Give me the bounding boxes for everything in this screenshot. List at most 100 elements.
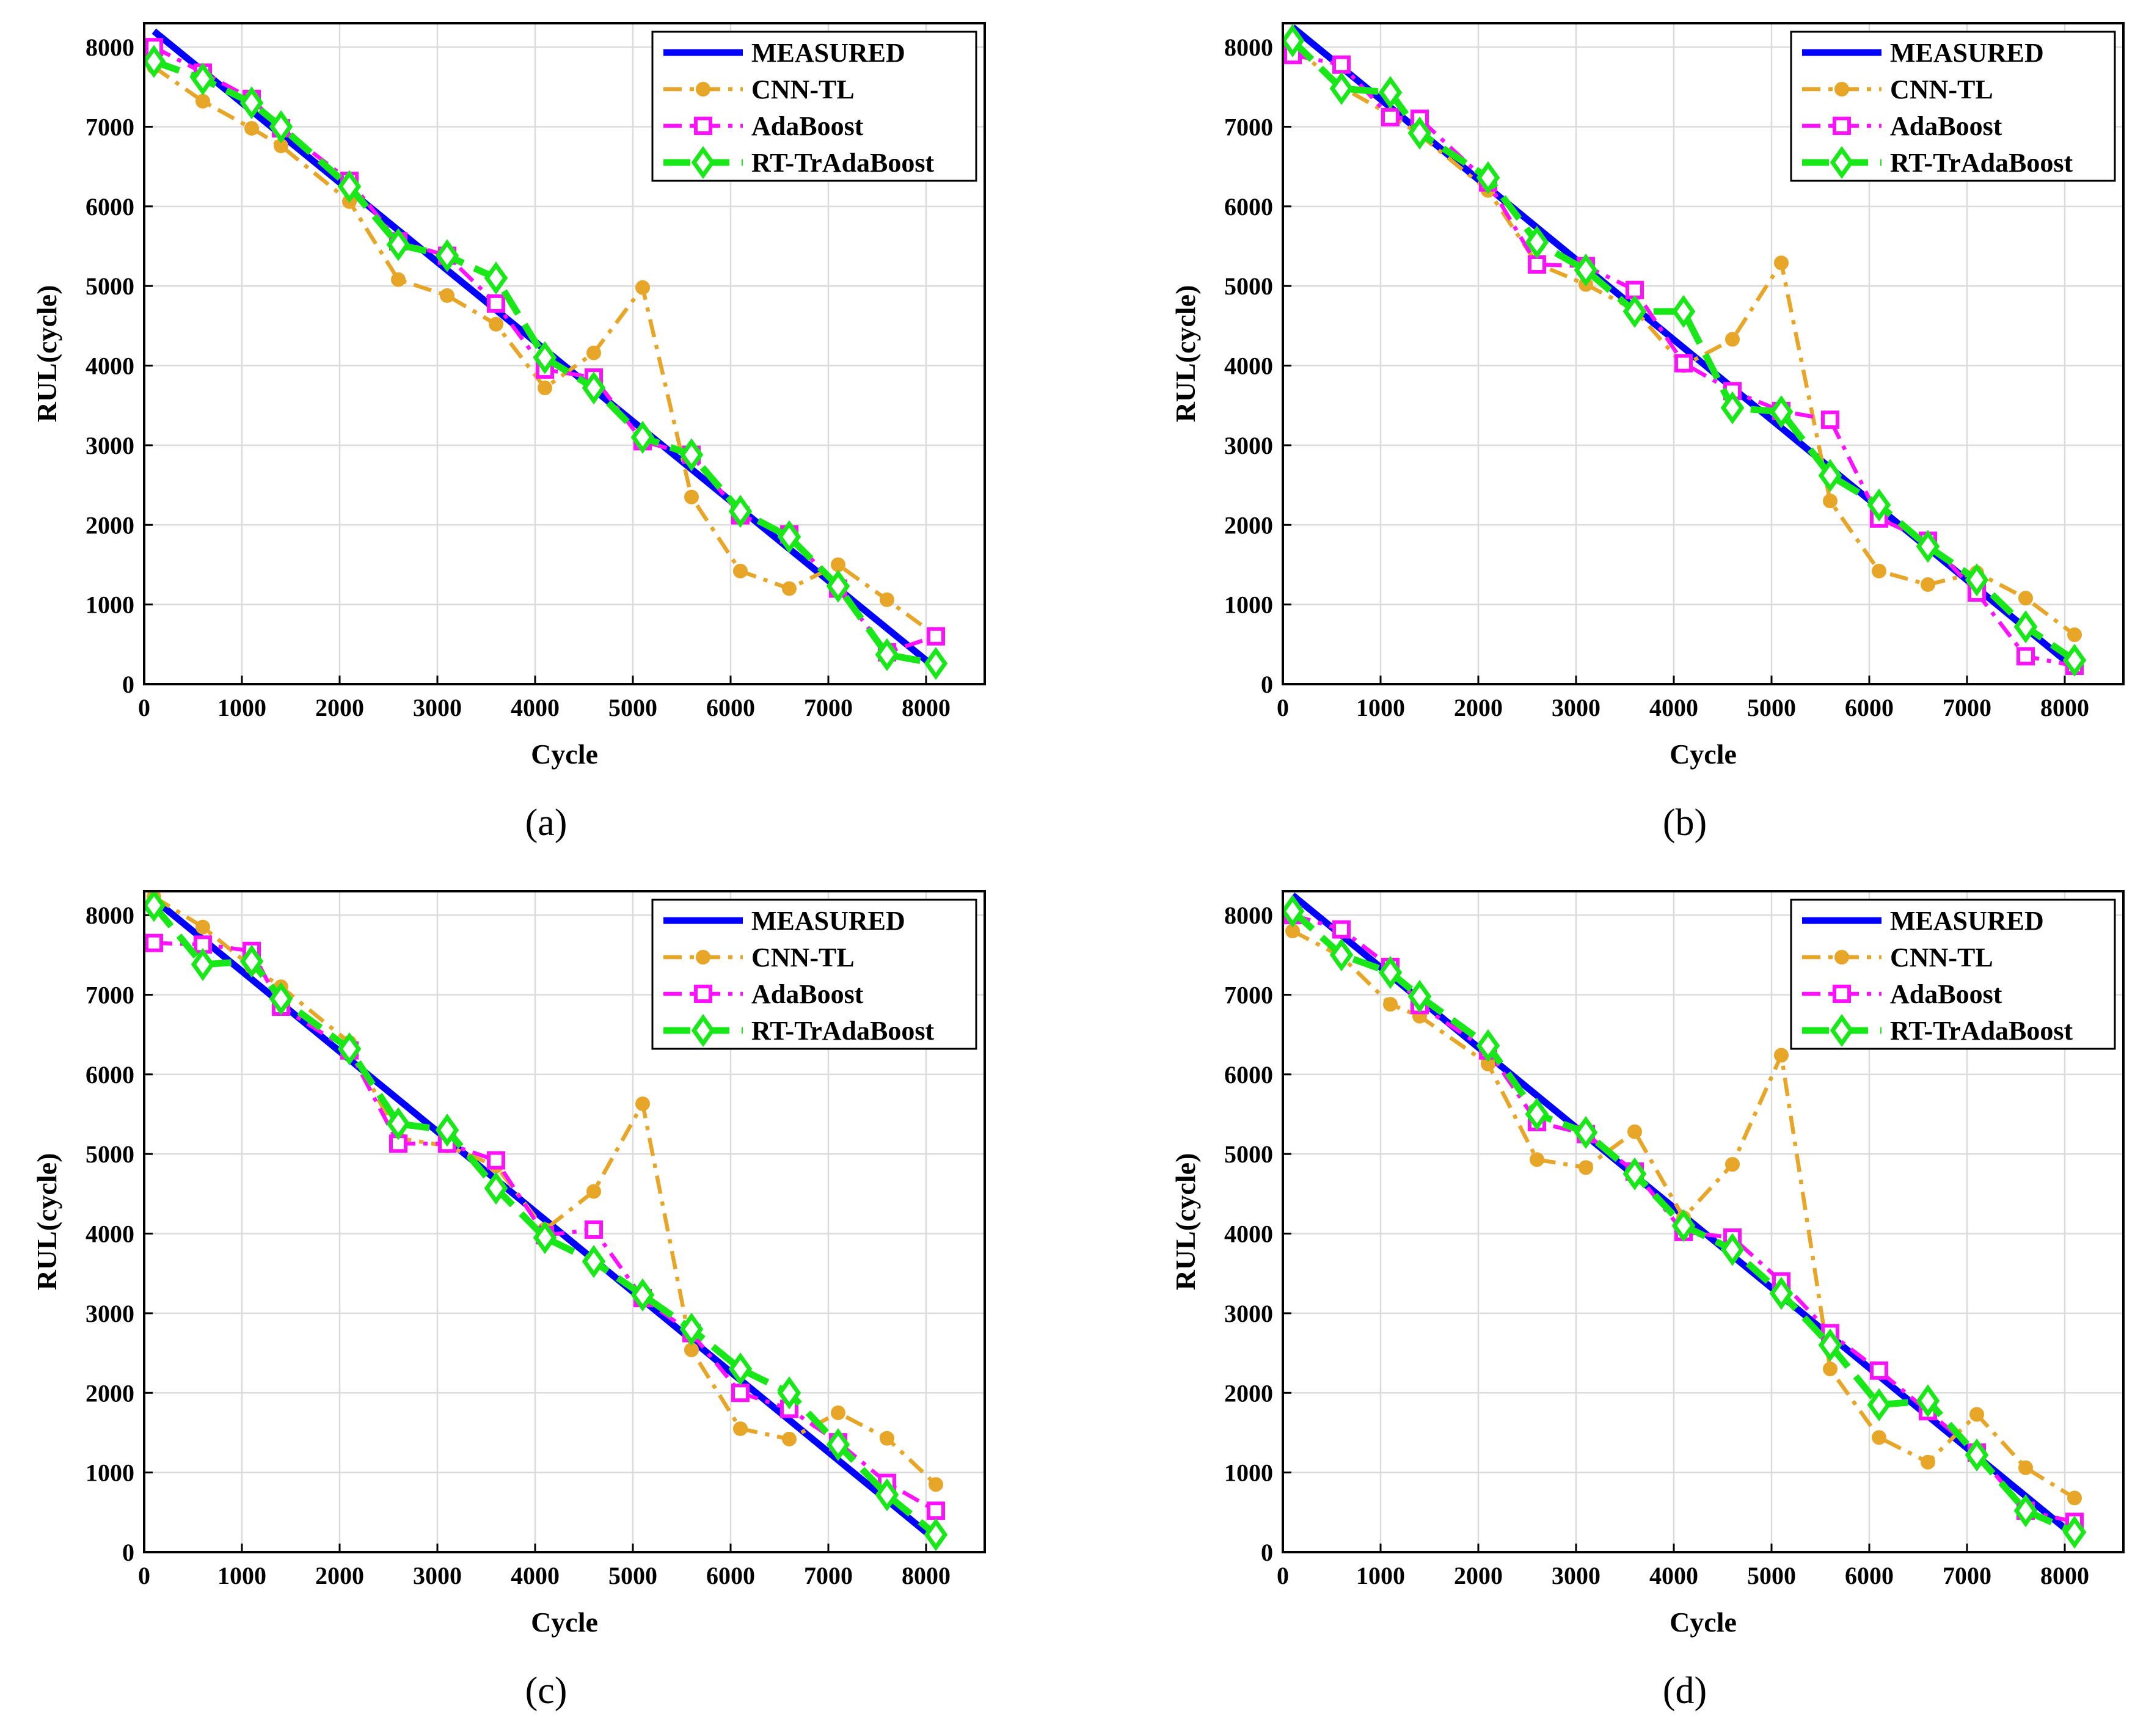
- caption-a: (a): [525, 802, 568, 844]
- data-point-cnn-tl: [1872, 563, 1886, 578]
- data-point-rt-tradaboost: [875, 1478, 899, 1512]
- y-tick-label: 5000: [86, 1140, 134, 1168]
- legend-marker-rt-tradaboost: [691, 1013, 715, 1048]
- data-point-cnn-tl: [880, 1431, 894, 1446]
- x-tick-label: 0: [1277, 694, 1289, 721]
- data-point-rt-tradaboost: [1720, 1233, 1745, 1266]
- data-point-rt-tradaboost: [1378, 76, 1403, 109]
- x-tick-label: 0: [138, 694, 150, 721]
- series-rt-tradaboost: [144, 45, 948, 680]
- legend-label-rt-tradaboost: RT-TrAdaBoost: [751, 148, 935, 178]
- chart-panel-a: 0 1000 2000 3000 4000 5000 6000 7000 8000 0 1000 20…: [31, 22, 986, 770]
- y-axis-label: RUL(cycle): [31, 1153, 62, 1291]
- data-point-cnn-tl: [2067, 1490, 2082, 1506]
- data-point-rt-tradaboost: [2062, 1515, 2087, 1549]
- data-point-cnn-tl: [733, 563, 748, 578]
- series-line-rt-tradaboost: [151, 903, 938, 1537]
- legend-box: [651, 899, 977, 1050]
- data-point-adaboost: [1821, 410, 1839, 429]
- x-tick-label: 5000: [608, 1562, 657, 1589]
- data-point-cnn-tl: [831, 1405, 845, 1420]
- data-point-adaboost: [1381, 108, 1400, 126]
- data-point-cnn-tl: [1872, 1430, 1886, 1445]
- x-axis-label: Cycle: [1670, 1607, 1737, 1638]
- legend-label-cnn-tl: CNN-TL: [1890, 943, 1993, 972]
- series-line-rt-tradaboost: [153, 58, 936, 667]
- series-rt-tradaboost: [1283, 24, 2087, 677]
- legend: MEASURED CNN-TL AdaBoost RT-TrAdaBoost: [1790, 899, 2116, 1050]
- y-tick-label: 1000: [86, 591, 134, 619]
- data-point-cnn-tl: [782, 581, 797, 596]
- data-point-rt-tradaboost: [533, 341, 557, 374]
- caption-d: (d): [1662, 1670, 1707, 1712]
- data-point-rt-tradaboost: [826, 1428, 850, 1462]
- data-point-cnn-tl: [586, 1184, 601, 1199]
- legend-marker-cnn-tl: [696, 82, 710, 97]
- x-tick-label: 7000: [804, 694, 853, 721]
- legend-marker-cnn-tl: [696, 950, 710, 965]
- data-point-rt-tradaboost: [679, 438, 704, 472]
- axes-box: [1282, 22, 2125, 685]
- x-tick-label: 8000: [902, 1562, 951, 1589]
- data-point-cnn-tl: [195, 919, 210, 935]
- data-point-rt-tradaboost: [924, 1518, 948, 1552]
- data-point-rt-tradaboost: [1769, 395, 1794, 429]
- axes-box: [143, 890, 986, 1553]
- legend-marker-rt-tradaboost: [1830, 1013, 1854, 1048]
- x-tick-label: 7000: [1943, 694, 1991, 721]
- data-point-rt-tradaboost: [1378, 955, 1403, 989]
- series-line-cnn-tl: [153, 895, 938, 1486]
- data-point-cnn-tl: [1823, 1362, 1838, 1377]
- chart-panel-b: 0 1000 2000 3000 4000 5000 6000 7000 8000 0 1000 20…: [1170, 22, 2125, 770]
- y-tick-label: 2000: [1224, 1379, 1273, 1407]
- y-tick-label: 3000: [86, 1300, 134, 1327]
- x-tick-label: 3000: [413, 694, 462, 721]
- data-point-rt-tradaboost: [728, 1352, 753, 1386]
- legend-label-adaboost: AdaBoost: [751, 111, 864, 141]
- data-point-adaboost: [731, 1384, 750, 1402]
- y-tick-label: 8000: [86, 902, 134, 929]
- x-tick-label: 4000: [511, 694, 560, 721]
- data-point-rt-tradaboost: [239, 944, 264, 978]
- data-point-cnn-tl: [1774, 1048, 1789, 1063]
- data-point-rt-tradaboost: [924, 647, 948, 680]
- y-tick-label: 4000: [86, 1220, 134, 1248]
- data-point-cnn-tl: [1823, 494, 1838, 509]
- data-point-rt-tradaboost: [1867, 1388, 1891, 1421]
- data-point-cnn-tl: [538, 381, 552, 396]
- y-axis-label: RUL(cycle): [1170, 1153, 1201, 1291]
- x-tick-label: 1000: [217, 694, 266, 721]
- data-point-adaboost: [487, 1151, 505, 1170]
- y-tick-label: 7000: [1224, 113, 1273, 140]
- x-tick-label: 6000: [1845, 694, 1894, 721]
- data-point-adaboost: [2016, 647, 2035, 666]
- data-point-cnn-tl: [1725, 1157, 1740, 1172]
- x-tick-label: 0: [138, 1562, 150, 1589]
- data-point-rt-tradaboost: [484, 261, 508, 295]
- x-tick-label: 3000: [1552, 694, 1600, 721]
- y-tick-label: 0: [1261, 1539, 1273, 1566]
- data-point-cnn-tl: [244, 121, 259, 136]
- data-point-rt-tradaboost: [533, 1221, 557, 1255]
- legend-box: [651, 31, 977, 182]
- x-tick-label: 1000: [1356, 694, 1405, 721]
- y-tick-label: 5000: [86, 272, 134, 300]
- x-tick-label: 4000: [1649, 1562, 1698, 1589]
- data-point-adaboost: [927, 627, 945, 646]
- legend-label-adaboost: AdaBoost: [751, 979, 864, 1009]
- chart-panel-c: 0 1000 2000 3000 4000 5000 6000 7000 8000 0 1000 20…: [31, 890, 986, 1638]
- data-point-cnn-tl: [440, 288, 454, 303]
- y-tick-label: 1000: [86, 1459, 134, 1487]
- x-tick-label: 3000: [413, 1562, 462, 1589]
- data-point-rt-tradaboost: [875, 638, 899, 671]
- y-tick-label: 3000: [86, 432, 134, 459]
- data-point-adaboost: [487, 294, 505, 313]
- legend-marker-adaboost: [694, 985, 712, 1003]
- x-tick-label: 5000: [608, 694, 657, 721]
- legend-marker-rt-tradaboost: [691, 145, 715, 180]
- data-point-rt-tradaboost: [1407, 116, 1432, 150]
- data-point-rt-tradaboost: [1671, 1209, 1696, 1242]
- caption-c: (c): [525, 1670, 568, 1712]
- x-tick-label: 8000: [902, 694, 951, 721]
- legend-marker-cnn-tl: [1834, 950, 1849, 965]
